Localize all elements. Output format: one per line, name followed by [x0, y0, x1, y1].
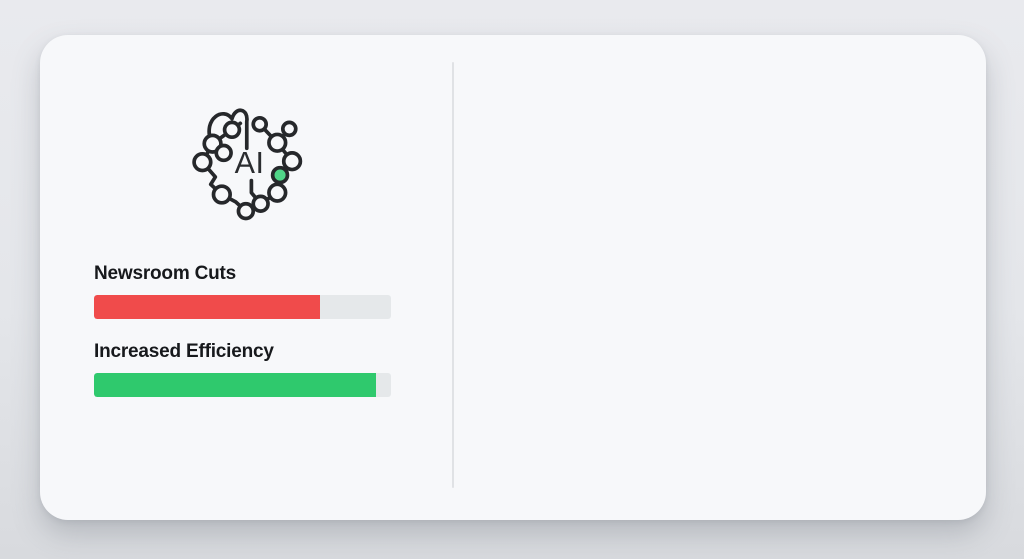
stat-label: Increased Efficiency: [94, 341, 274, 362]
progress-bar-track: [94, 295, 391, 319]
brain-outline-path: [207, 108, 249, 151]
stat-label: Newsroom Cuts: [94, 263, 237, 284]
progress-bar-fill-green: [94, 373, 377, 397]
progress-bar-track: [94, 373, 391, 397]
stat-increased-efficiency: Increased Efficiency: [94, 340, 391, 397]
vertical-divider: [452, 62, 454, 488]
ai-impact-card: AI Newsroom Cuts Increased Efficiency: [40, 35, 986, 520]
progress-bar-fill-red: [94, 295, 320, 319]
empty-right-panel: [454, 35, 986, 520]
ai-icon-label: AI: [235, 146, 265, 180]
green-accent-node: [270, 165, 290, 185]
ai-brain-network-icon: AI: [183, 103, 305, 225]
stat-newsroom-cuts: Newsroom Cuts: [94, 262, 391, 319]
